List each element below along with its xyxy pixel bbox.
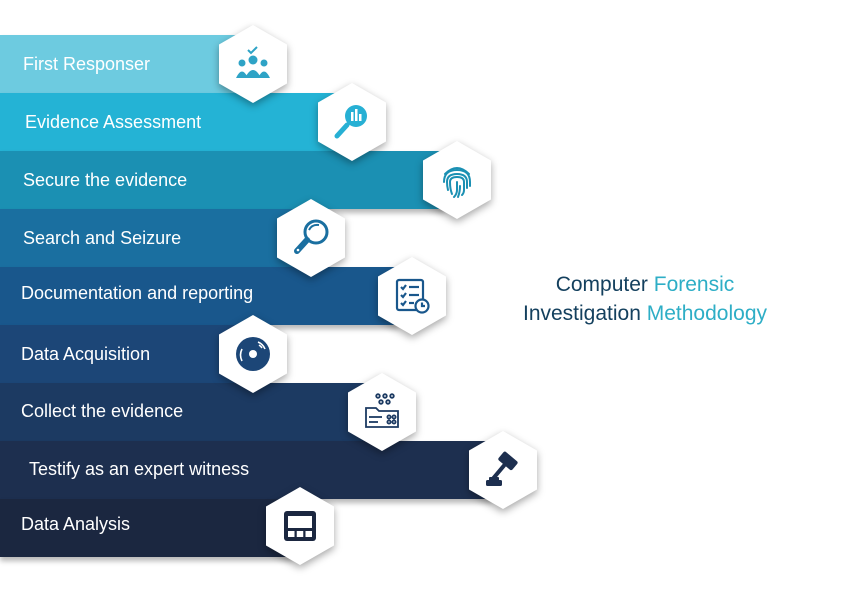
step-band-testify: Testify as an expert witness xyxy=(0,441,492,499)
title-word-methodology: Methodology xyxy=(646,302,767,325)
hex-badge-collect-evidence xyxy=(346,372,418,452)
step-label: Data Analysis xyxy=(21,514,131,534)
step-label: Documentation and reporting xyxy=(21,283,254,303)
gavel-icon xyxy=(483,450,523,490)
fingerprint-icon xyxy=(437,160,477,200)
hex-badge-secure-evidence xyxy=(421,140,493,220)
step-band-data-acquisition: Data Acquisition xyxy=(0,325,248,383)
step-band-evidence-assessment: Evidence Assessment xyxy=(0,93,345,151)
step-band-search-seizure: Search and Seizure xyxy=(0,209,300,267)
checklist-clock-icon xyxy=(392,276,432,316)
magnifier-chart-icon xyxy=(332,102,372,142)
monitor-panel-icon xyxy=(280,506,320,546)
step-band-documentation: Documentation and reporting xyxy=(0,267,398,325)
step-label: First Responser xyxy=(23,54,151,74)
hex-badge-search-seizure xyxy=(275,198,347,278)
team-check-icon xyxy=(233,44,273,84)
step-band-first-responser: First Responser xyxy=(0,35,240,93)
step-label: Data Acquisition xyxy=(21,344,151,364)
step-label: Testify as an expert witness xyxy=(29,459,250,479)
step-label: Collect the evidence xyxy=(21,401,184,421)
step-label: Search and Seizure xyxy=(23,228,182,248)
title-line-1: Computer Forensic xyxy=(500,270,790,299)
title-word-computer: Computer xyxy=(555,273,648,296)
step-label: Secure the evidence xyxy=(23,170,188,190)
title-word-investigation: Investigation xyxy=(522,302,641,325)
data-folder-icon xyxy=(362,392,402,432)
title-word-forensic: Forensic xyxy=(653,273,735,296)
diagram-title: Computer Forensic Investigation Methodol… xyxy=(500,270,790,328)
magnifying-glass-icon xyxy=(291,218,331,258)
step-band-secure-evidence: Secure the evidence xyxy=(0,151,445,209)
hex-badge-first-responser xyxy=(217,24,289,104)
step-band-collect-evidence: Collect the evidence xyxy=(0,383,370,441)
hex-badge-documentation xyxy=(376,256,448,336)
hex-badge-data-acquisition xyxy=(217,314,289,394)
hex-badge-data-analysis xyxy=(264,486,336,566)
disc-icon xyxy=(233,334,273,374)
step-label: Evidence Assessment xyxy=(25,112,202,132)
title-line-2: Investigation Methodology xyxy=(500,299,790,328)
step-band-data-analysis: Data Analysis xyxy=(0,499,292,557)
hex-badge-testify xyxy=(467,430,539,510)
hex-badge-evidence-assessment xyxy=(316,82,388,162)
